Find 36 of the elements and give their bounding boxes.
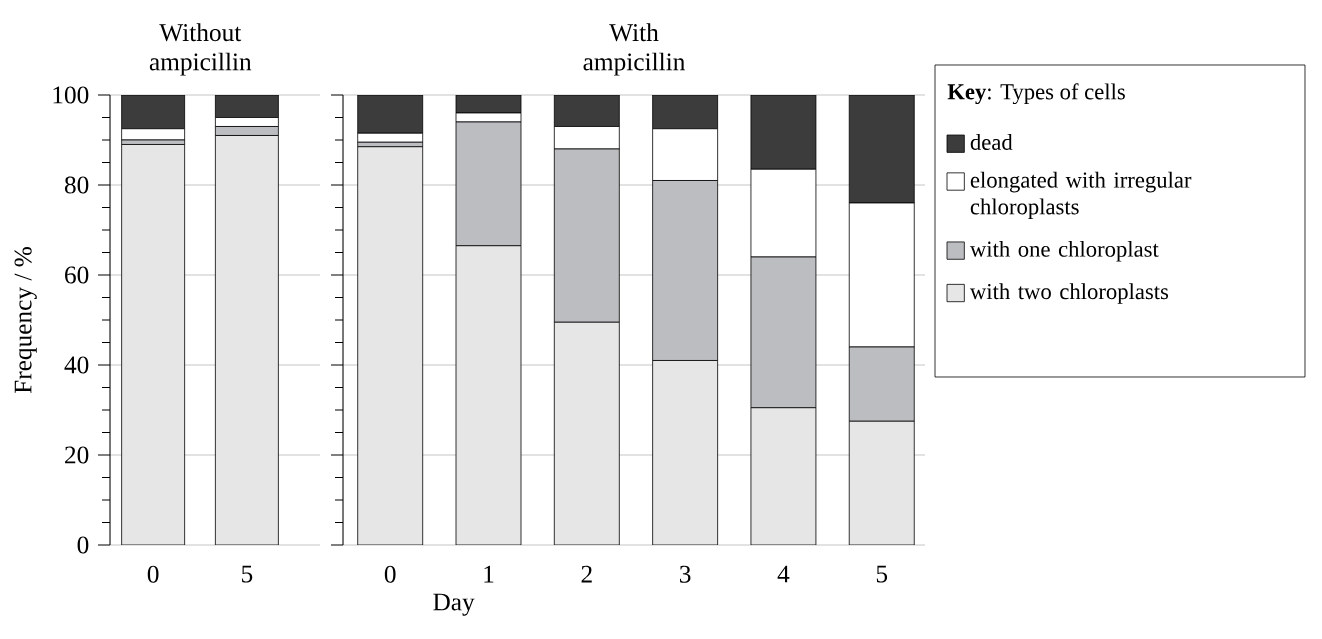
- y-tick-label: 60: [65, 266, 89, 284]
- bar: [553, 94, 620, 127]
- bar: [456, 245, 522, 545]
- x-tick-label: 0: [147, 565, 159, 583]
- x-tick-label: 0: [384, 565, 396, 583]
- bar: [214, 135, 279, 545]
- bar: [848, 94, 915, 204]
- bar: [848, 420, 915, 545]
- x-tick-label: 2: [581, 565, 592, 583]
- bar: [652, 360, 718, 545]
- x-tick-label: 3: [680, 565, 691, 583]
- y-tick-label: 80: [64, 176, 89, 194]
- y-tick-label: 0: [77, 536, 89, 554]
- legend-label: elongated with irregular chloroplasts: [970, 171, 1192, 220]
- bar: [357, 146, 423, 545]
- x-tick-label: 5: [876, 565, 888, 583]
- y-axis-title: Frequency / %: [14, 247, 37, 394]
- y-tick-label: 20: [65, 446, 89, 464]
- x-tick-label: 4: [777, 565, 790, 583]
- legend-label: with two chloroplasts: [969, 283, 1169, 304]
- bar: [652, 94, 719, 130]
- chart-title: With ampicillin: [583, 23, 686, 76]
- y-tick-label: 40: [64, 356, 89, 374]
- bar: [750, 94, 817, 170]
- bar: [121, 144, 186, 545]
- bar: [750, 407, 816, 545]
- bar: [554, 322, 620, 545]
- bar: [357, 94, 424, 134]
- chart-title: Without ampicillin: [149, 23, 252, 76]
- x-tick-label: 1: [484, 565, 494, 583]
- legend-label: with one chloroplast: [969, 240, 1159, 262]
- x-tick-label: 5: [242, 565, 253, 583]
- x-axis-title: Day: [433, 593, 475, 616]
- legend-title: Key: Types of cells: [947, 83, 1125, 105]
- legend-label: dead: [970, 133, 1013, 150]
- y-tick-label: 100: [53, 86, 89, 104]
